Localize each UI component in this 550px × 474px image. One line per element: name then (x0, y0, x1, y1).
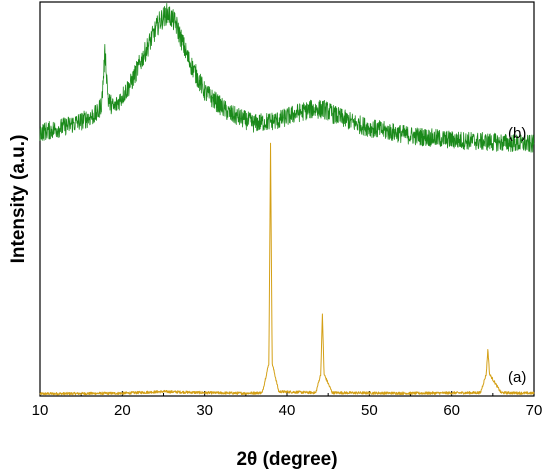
x-tick-label: 70 (526, 402, 543, 419)
series-label-b: (b) (508, 125, 526, 142)
x-tick-label: 10 (32, 402, 49, 419)
x-tick-label: 50 (361, 402, 378, 419)
series-line-b (39, 2, 535, 153)
series-layer (39, 2, 535, 396)
series-label-a: (a) (508, 369, 526, 386)
x-axis-ticks: 10 20 30 40 50 60 70 (32, 391, 543, 419)
x-tick-label: 30 (196, 402, 213, 419)
series-line-a (39, 142, 535, 396)
x-tick-label: 20 (114, 402, 131, 419)
x-axis-label: 2θ (degree) (236, 449, 337, 470)
plot-frame (39, 1, 535, 397)
y-axis-label: Intensity (a.u.) (8, 135, 29, 264)
x-tick-label: 60 (443, 402, 460, 419)
x-tick-label: 40 (279, 402, 296, 419)
